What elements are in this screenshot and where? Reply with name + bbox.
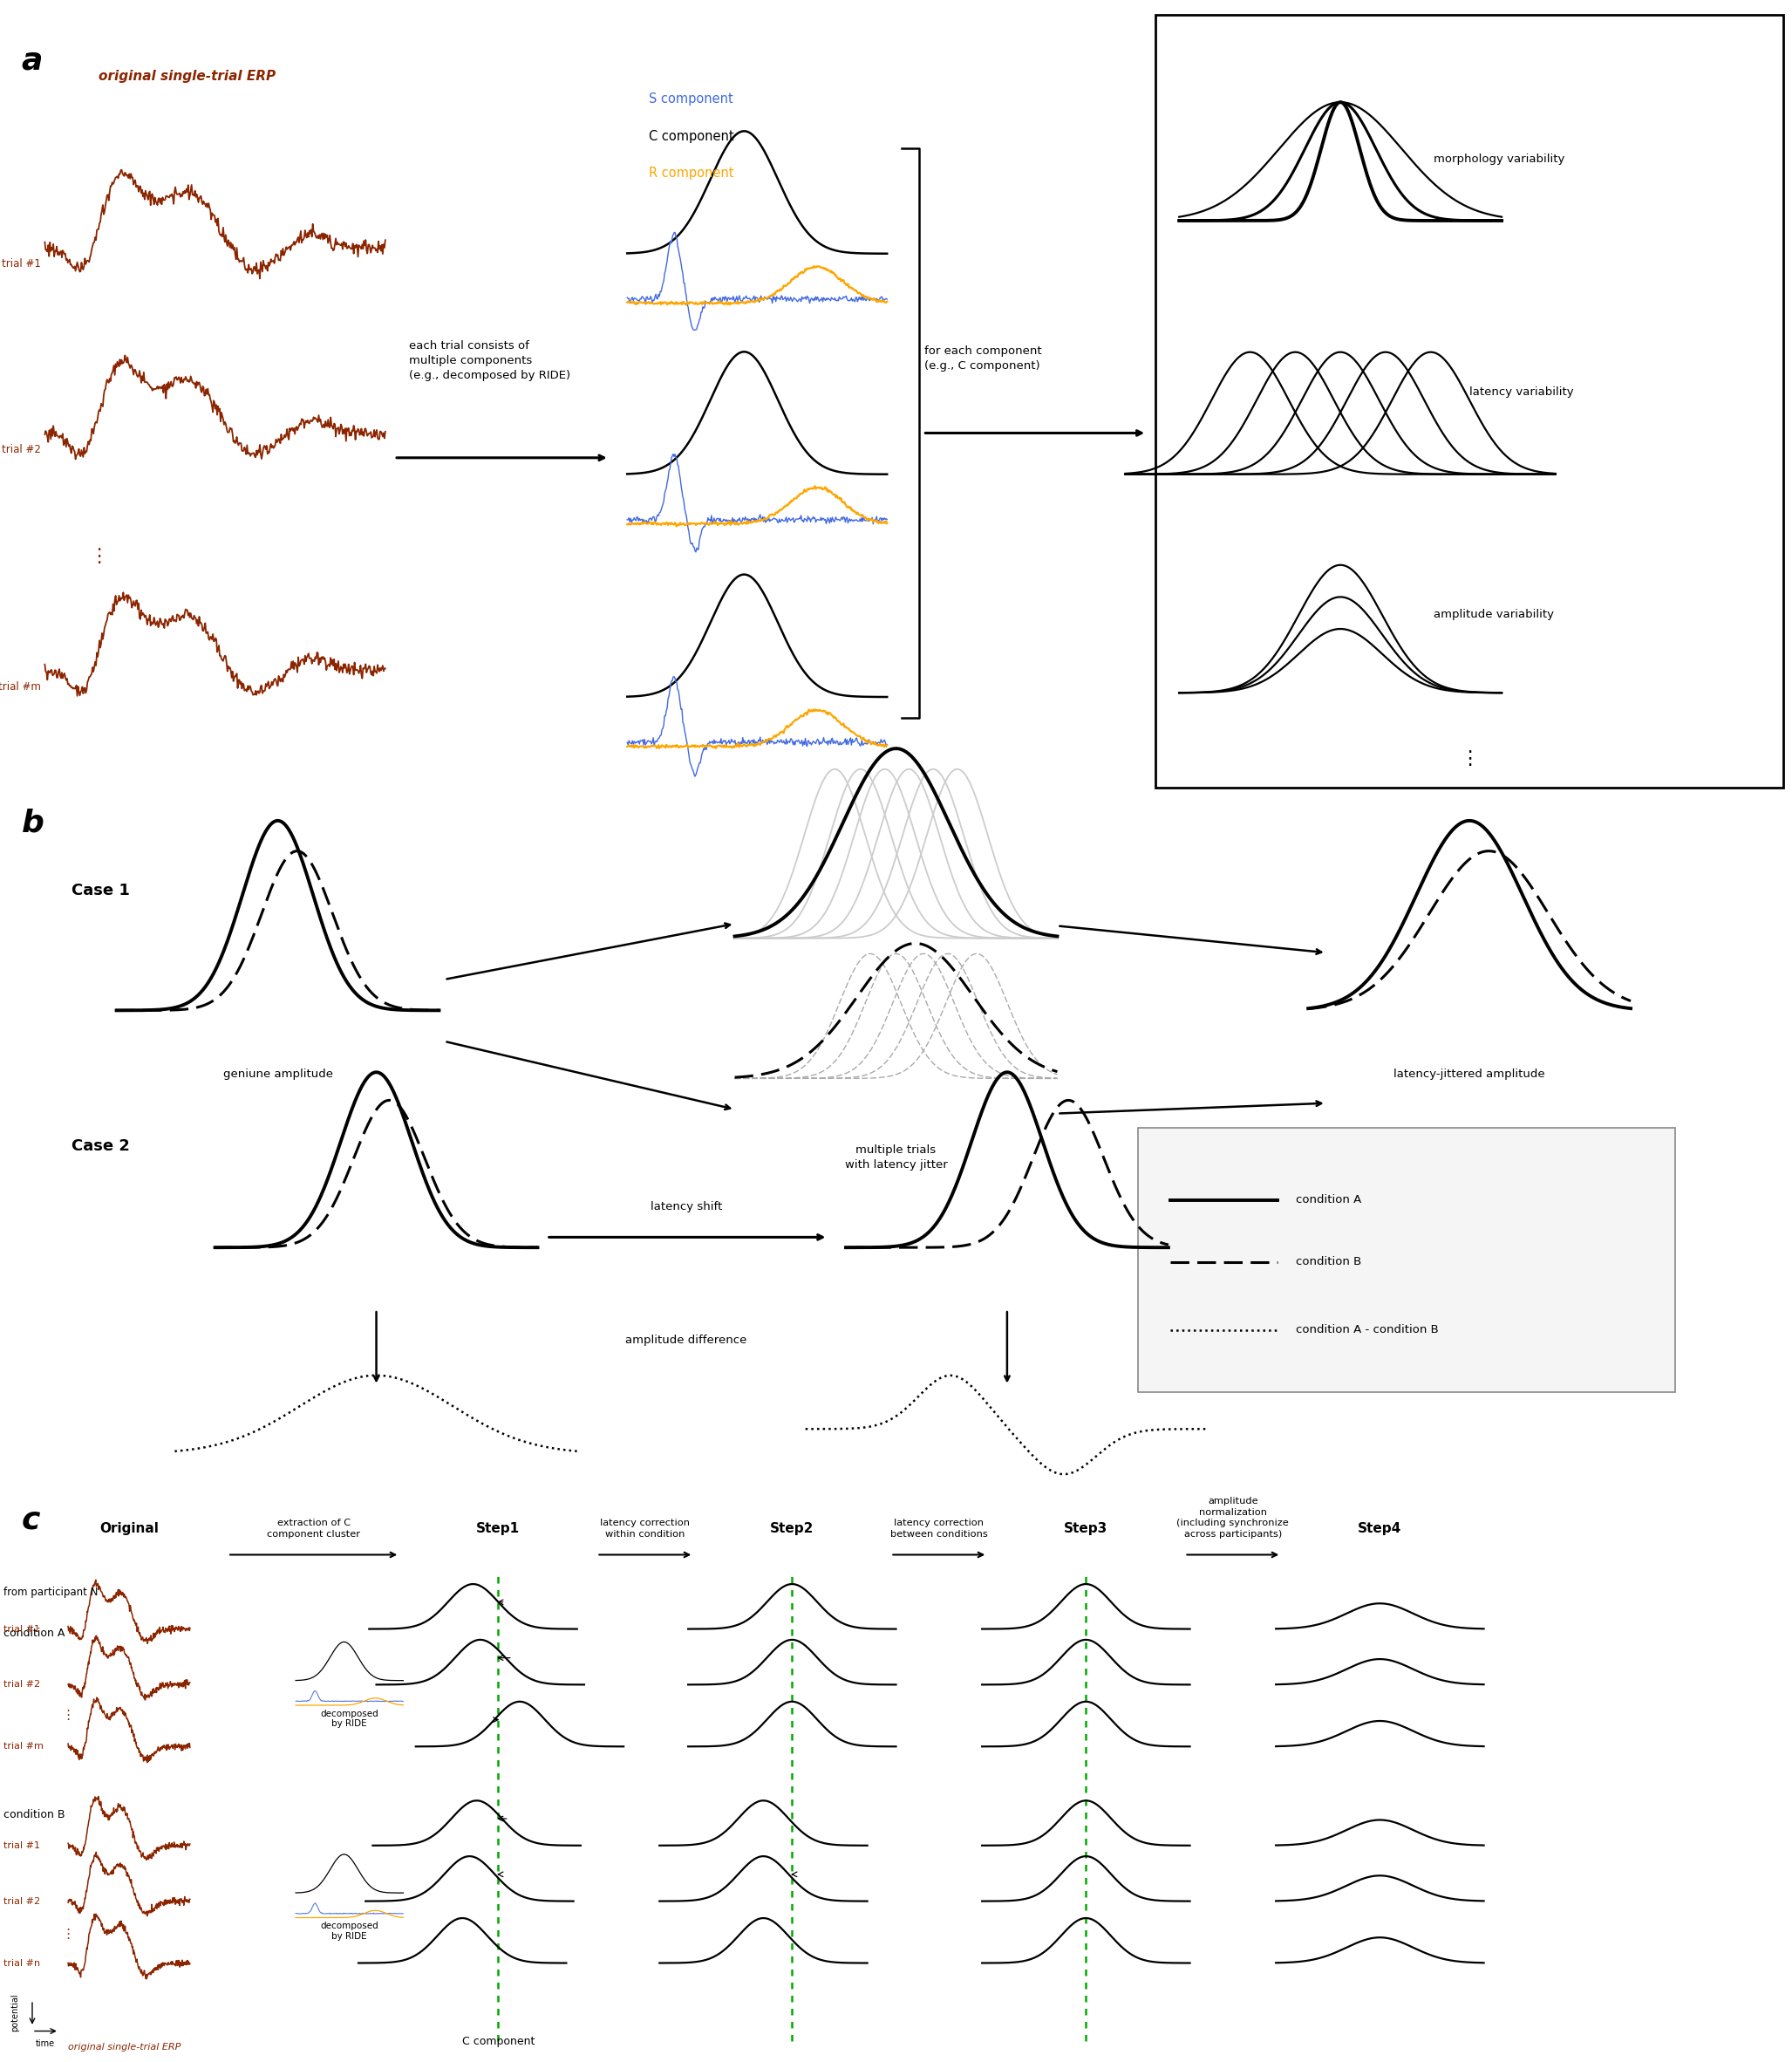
- Text: condition B: condition B: [1296, 1256, 1362, 1268]
- Text: trial #2: trial #2: [4, 1681, 39, 1689]
- Text: potential: potential: [11, 1994, 20, 2031]
- Text: trial #1: trial #1: [2, 258, 41, 270]
- Text: Case 1: Case 1: [72, 883, 131, 899]
- Text: latency-jittered amplitude: latency-jittered amplitude: [1394, 1068, 1545, 1078]
- Text: Case 2: Case 2: [72, 1138, 131, 1155]
- Text: C component: C component: [649, 130, 735, 142]
- Text: condition A - condition B: condition A - condition B: [1296, 1324, 1439, 1336]
- Text: ⋮: ⋮: [61, 1709, 75, 1722]
- Text: latency variability: latency variability: [1469, 386, 1573, 398]
- Text: amplitude difference: amplitude difference: [625, 1334, 747, 1346]
- Text: condition A: condition A: [4, 1627, 65, 1639]
- Text: ⋮: ⋮: [1460, 751, 1478, 767]
- Text: amplitude variability: amplitude variability: [1434, 608, 1554, 621]
- Text: S component: S component: [649, 93, 733, 105]
- Text: time: time: [36, 2039, 54, 2048]
- Text: trial #2: trial #2: [2, 443, 41, 456]
- Text: trial #n: trial #n: [4, 1959, 39, 1967]
- Text: Step2: Step2: [771, 1522, 814, 1534]
- Text: amplitude
normalization
(including synchronize
across participants): amplitude normalization (including synch…: [1177, 1497, 1288, 1538]
- Text: Original: Original: [99, 1522, 159, 1534]
- Text: b: b: [22, 808, 45, 837]
- Text: original single-trial ERP: original single-trial ERP: [68, 2043, 181, 2052]
- Text: Step4: Step4: [1358, 1522, 1401, 1534]
- Text: extraction of C
component cluster: extraction of C component cluster: [267, 1520, 360, 1538]
- Text: ⋮: ⋮: [61, 1928, 75, 1940]
- Bar: [1138, 1128, 1676, 1392]
- Text: decomposed
by RIDE: decomposed by RIDE: [321, 1922, 378, 1940]
- Text: each trial consists of
multiple components
(e.g., decomposed by RIDE): each trial consists of multiple componen…: [409, 340, 570, 381]
- Text: decomposed
by RIDE: decomposed by RIDE: [321, 1709, 378, 1728]
- Text: latency correction
between conditions: latency correction between conditions: [891, 1520, 987, 1538]
- Text: C component: C component: [462, 2037, 534, 2048]
- Text: latency correction
within condition: latency correction within condition: [600, 1520, 690, 1538]
- Text: R component: R component: [649, 167, 733, 179]
- Text: trial #1: trial #1: [4, 1841, 39, 1850]
- Text: ⋮: ⋮: [90, 548, 108, 565]
- Text: morphology variability: morphology variability: [1434, 153, 1564, 165]
- Text: trial #2: trial #2: [4, 1897, 39, 1905]
- Text: condition B: condition B: [4, 1808, 65, 1821]
- Text: a: a: [22, 45, 43, 74]
- Text: condition A: condition A: [1296, 1194, 1362, 1206]
- Bar: [1156, 14, 1783, 788]
- Text: Step3: Step3: [1064, 1522, 1107, 1534]
- Text: latency shift: latency shift: [650, 1202, 722, 1212]
- Text: c: c: [22, 1505, 39, 1534]
- Text: from participant N: from participant N: [4, 1586, 99, 1598]
- Text: for each component
(e.g., C component): for each component (e.g., C component): [925, 344, 1043, 371]
- Text: trial #m: trial #m: [0, 680, 41, 693]
- Text: original single-trial ERP: original single-trial ERP: [99, 70, 276, 82]
- Text: trial #1: trial #1: [4, 1625, 39, 1633]
- Text: trial #m: trial #m: [4, 1742, 43, 1751]
- Text: Step1: Step1: [477, 1522, 520, 1534]
- Text: geniune amplitude: geniune amplitude: [222, 1068, 333, 1078]
- Text: multiple trials
with latency jitter: multiple trials with latency jitter: [844, 1144, 948, 1169]
